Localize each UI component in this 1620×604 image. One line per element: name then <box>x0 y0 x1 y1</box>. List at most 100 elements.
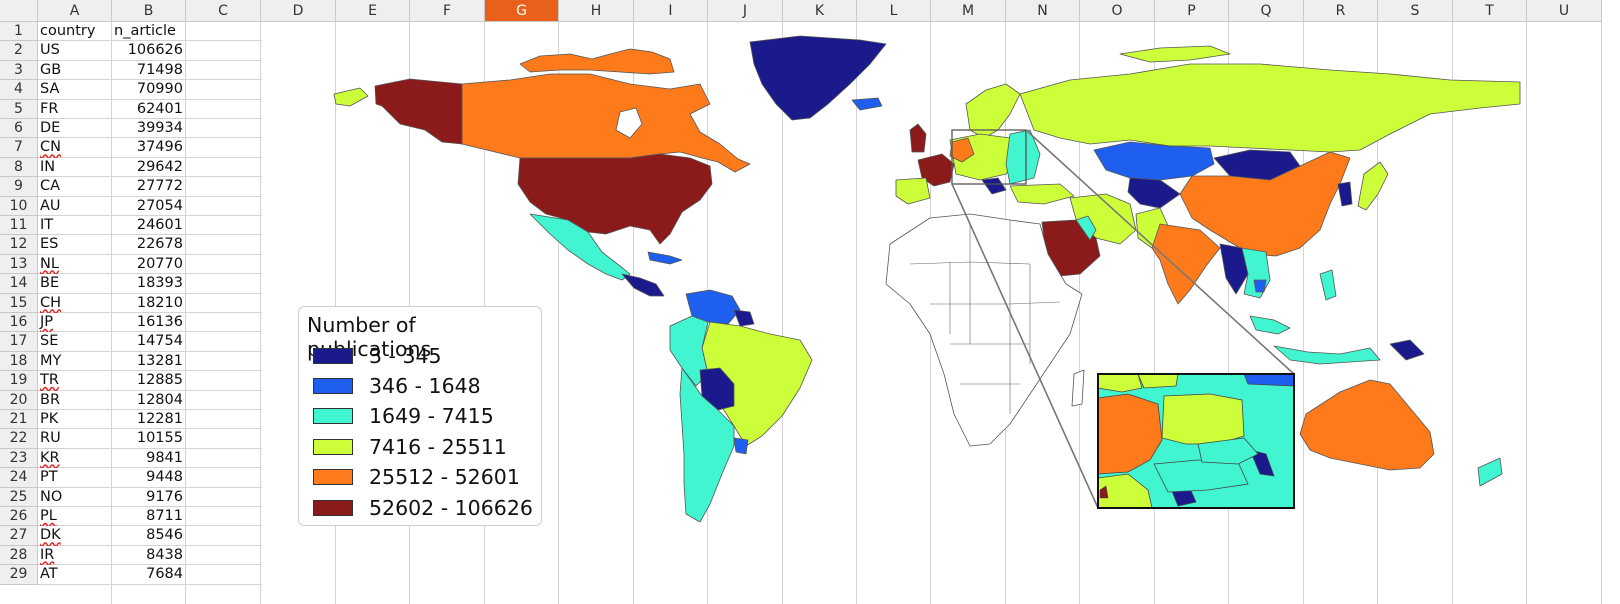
column-header[interactable]: F <box>410 0 485 22</box>
cell-country[interactable]: NO <box>38 488 112 507</box>
cell-country[interactable]: KR <box>38 449 112 468</box>
cell-n-article[interactable]: 39934 <box>136 120 183 136</box>
cell-country[interactable]: DK <box>38 526 112 545</box>
column-header[interactable]: D <box>261 0 336 22</box>
row-header[interactable]: 14 <box>0 274 38 294</box>
column-header[interactable]: M <box>931 0 1006 22</box>
cell-country[interactable]: AT <box>38 565 112 584</box>
cell-n-article[interactable]: 7684 <box>146 566 183 583</box>
column-header[interactable]: E <box>336 0 410 22</box>
column-header[interactable]: I <box>634 0 708 22</box>
cell-n-article[interactable]: 18393 <box>136 275 183 292</box>
cell-country[interactable]: AU <box>38 197 112 216</box>
cell-b1[interactable]: n_article <box>114 23 176 39</box>
cell-country[interactable]: MY <box>38 352 112 371</box>
cell-n-article[interactable]: 106626 <box>127 42 183 59</box>
row-header[interactable]: 22 <box>0 429 38 449</box>
row-header[interactable]: 1 <box>0 22 38 42</box>
row-header[interactable]: 8 <box>0 157 38 178</box>
cell-n-article[interactable]: 8546 <box>146 527 183 544</box>
row-header[interactable]: 11 <box>0 216 38 236</box>
cell-n-article[interactable]: 8711 <box>146 508 183 524</box>
cell-n-article[interactable]: 16136 <box>136 314 183 330</box>
cell-country[interactable]: PK <box>38 410 112 429</box>
cell-n-article[interactable]: 12885 <box>136 372 183 389</box>
row-header[interactable]: 27 <box>0 526 38 546</box>
cell-n-article[interactable]: 9841 <box>146 449 183 466</box>
cell-country[interactable]: JP <box>38 313 112 332</box>
row-header[interactable]: 2 <box>0 41 38 61</box>
row-header[interactable]: 18 <box>0 351 38 372</box>
cell-country[interactable]: CA <box>38 177 112 196</box>
row-header[interactable]: 20 <box>0 390 38 410</box>
row-header[interactable]: 6 <box>0 119 38 139</box>
column-header[interactable]: H <box>559 0 634 22</box>
row-header[interactable]: 12 <box>0 235 38 255</box>
column-header[interactable]: P <box>1155 0 1229 22</box>
column-header[interactable]: B <box>112 0 186 22</box>
cell-n-article[interactable]: 37496 <box>136 139 183 156</box>
row-header[interactable]: 29 <box>0 565 38 585</box>
column-header[interactable]: S <box>1378 0 1453 22</box>
cell-n-article[interactable]: 24601 <box>136 217 183 233</box>
cell-n-article[interactable]: 70990 <box>136 81 183 98</box>
row-header[interactable]: 5 <box>0 99 38 119</box>
cell-country[interactable]: NL <box>38 255 112 274</box>
cell-country[interactable]: ES <box>38 235 112 254</box>
cell-n-article[interactable]: 22678 <box>136 236 183 253</box>
row-header[interactable]: 4 <box>0 80 38 100</box>
cell-country[interactable]: CH <box>38 294 112 313</box>
cell-country[interactable]: PL <box>38 507 112 526</box>
column-header[interactable]: A <box>38 0 112 22</box>
cell-n-article[interactable]: 12281 <box>136 411 183 427</box>
column-header[interactable]: T <box>1453 0 1527 22</box>
row-header[interactable]: 17 <box>0 332 38 352</box>
column-header[interactable]: G <box>485 0 559 22</box>
cell-country[interactable]: BR <box>38 391 112 410</box>
cell-country[interactable]: TR <box>38 371 112 390</box>
cell-n-article[interactable]: 18210 <box>136 294 183 311</box>
cell-n-article[interactable]: 71498 <box>136 61 183 78</box>
column-header[interactable]: L <box>857 0 931 22</box>
column-header[interactable]: C <box>186 0 261 22</box>
cell-a1[interactable]: country <box>40 23 96 39</box>
select-all-corner[interactable] <box>0 0 38 22</box>
row-header[interactable]: 23 <box>0 448 38 469</box>
row-header[interactable]: 26 <box>0 507 38 527</box>
column-header[interactable]: N <box>1006 0 1080 22</box>
cell-country[interactable]: PT <box>38 468 112 487</box>
cell-n-article[interactable]: 13281 <box>136 352 183 369</box>
cell-n-article[interactable]: 27054 <box>136 197 183 214</box>
row-header[interactable]: 21 <box>0 410 38 430</box>
cell-n-article[interactable]: 62401 <box>136 100 183 117</box>
cell-country[interactable]: IN <box>38 158 112 177</box>
cell-n-article[interactable]: 10155 <box>136 430 183 447</box>
cell-n-article[interactable]: 20770 <box>136 255 183 272</box>
cell-country[interactable]: CN <box>38 138 112 157</box>
cell-country[interactable]: GB <box>38 61 112 80</box>
column-header[interactable]: Q <box>1229 0 1304 22</box>
cell-country[interactable]: RU <box>38 429 112 448</box>
row-header[interactable]: 19 <box>0 371 38 391</box>
row-header[interactable]: 13 <box>0 254 38 275</box>
column-header[interactable]: U <box>1527 0 1602 22</box>
cell-country[interactable]: IR <box>38 546 112 565</box>
cell-country[interactable]: SE <box>38 332 112 351</box>
row-header[interactable]: 28 <box>0 545 38 566</box>
column-header[interactable]: J <box>708 0 783 22</box>
row-header[interactable]: 25 <box>0 487 38 507</box>
row-header[interactable]: 7 <box>0 138 38 158</box>
column-header[interactable]: O <box>1080 0 1155 22</box>
cell-n-article[interactable]: 9448 <box>146 469 183 486</box>
row-header[interactable]: 9 <box>0 177 38 197</box>
cell-n-article[interactable]: 29642 <box>136 158 183 175</box>
cell-n-article[interactable]: 27772 <box>136 178 183 195</box>
row-header[interactable]: 10 <box>0 196 38 216</box>
column-header[interactable]: K <box>783 0 857 22</box>
cell-country[interactable]: BE <box>38 274 112 293</box>
row-header[interactable]: 3 <box>0 60 38 81</box>
cell-country[interactable]: DE <box>38 119 112 138</box>
cell-n-article[interactable]: 12804 <box>136 391 183 408</box>
row-header[interactable]: 16 <box>0 313 38 333</box>
